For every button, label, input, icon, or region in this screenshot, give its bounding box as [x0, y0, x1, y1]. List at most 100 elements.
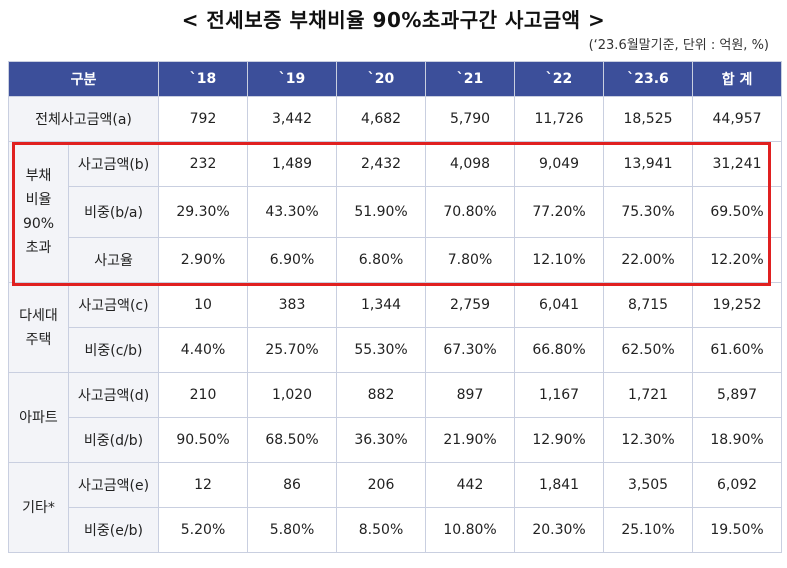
row-label: 사고금액(e) — [67, 462, 160, 508]
table-cell: 11,726 — [514, 96, 605, 142]
table-cell: 4,098 — [425, 141, 516, 187]
row-label: 사고금액(d) — [67, 372, 160, 418]
page-title: < 전세보증 부채비율 90%초과구간 사고금액 > — [181, 8, 606, 32]
row-label: 사고금액(c) — [67, 282, 160, 328]
table-cell: 19,252 — [692, 282, 783, 328]
table-cell: 5,897 — [692, 372, 783, 418]
table-cell: 66.80% — [514, 327, 605, 373]
table-cell: 13,941 — [603, 141, 694, 187]
table-cell: 86 — [247, 462, 338, 508]
row-label: 비중(b/a) — [67, 186, 160, 238]
table-cell: 882 — [336, 372, 427, 418]
table-row: 전체사고금액(a) 792 3,442 4,682 5,790 11,726 1… — [7, 96, 783, 142]
table-row: 비중(e/b) 5.20% 5.80% 8.50% 10.80% 20.30% … — [9, 507, 783, 553]
table-cell: 2.90% — [158, 237, 249, 283]
table-cell: 12.20% — [692, 237, 783, 283]
group-label: 부채 비율 90% 초과 — [8, 141, 69, 283]
table-cell: 1,020 — [247, 372, 338, 418]
table-cell: 12.90% — [514, 417, 605, 463]
table-cell: 1,344 — [336, 282, 427, 328]
table-cell: 29.30% — [158, 186, 249, 238]
table-cell: 21.90% — [425, 417, 516, 463]
header-category: 구분 — [7, 61, 160, 97]
row-label: 사고금액(b) — [67, 141, 160, 187]
table-cell: 62.50% — [603, 327, 694, 373]
table-cell: 897 — [425, 372, 516, 418]
table-cell: 12 — [158, 462, 249, 508]
table-cell: 442 — [425, 462, 516, 508]
header-year: `23.6 — [603, 61, 694, 97]
table-cell: 6,092 — [692, 462, 783, 508]
table-cell: 31,241 — [692, 141, 783, 187]
table-cell: 210 — [158, 372, 249, 418]
table-cell: 12.30% — [603, 417, 694, 463]
header-year: `20 — [336, 61, 427, 97]
table-cell: 67.30% — [425, 327, 516, 373]
table-cell: 69.50% — [692, 186, 783, 238]
table-cell: 8,715 — [603, 282, 694, 328]
table-row: 비중(c/b) 4.40% 25.70% 55.30% 67.30% 66.80… — [9, 327, 783, 373]
table-row: 비중(d/b) 90.50% 68.50% 36.30% 21.90% 12.9… — [9, 417, 783, 463]
table-cell: 3,505 — [603, 462, 694, 508]
table-cell: 5.20% — [158, 507, 249, 553]
row-label: 비중(e/b) — [67, 507, 160, 553]
table-cell: 90.50% — [158, 417, 249, 463]
table-cell: 25.70% — [247, 327, 338, 373]
table-cell: 12.10% — [514, 237, 605, 283]
table-cell: 25.10% — [603, 507, 694, 553]
table-cell: 18.90% — [692, 417, 783, 463]
table-row: 사고율 2.90% 6.90% 6.80% 7.80% 12.10% 22.00… — [9, 237, 783, 283]
table-cell: 6.80% — [336, 237, 427, 283]
table-cell: 44,957 — [692, 96, 783, 142]
data-table: 구분 `18 `19 `20 `21 `22 `23.6 합 계 전체사고금액(… — [7, 61, 783, 553]
table-cell: 70.80% — [425, 186, 516, 238]
table-row: 기타* 사고금액(e) 12 86 206 442 1,841 3,505 6,… — [8, 462, 783, 553]
table-row: 비중(b/a) 29.30% 43.30% 51.90% 70.80% 77.2… — [9, 186, 783, 238]
table-cell: 51.90% — [336, 186, 427, 238]
table-cell: 75.30% — [603, 186, 694, 238]
table-cell: 5,790 — [425, 96, 516, 142]
table-cell: 2,759 — [425, 282, 516, 328]
table-cell: 8.50% — [336, 507, 427, 553]
table-cell: 9,049 — [514, 141, 605, 187]
table-cell: 206 — [336, 462, 427, 508]
header-year: `18 — [158, 61, 249, 97]
table-cell: 4,682 — [336, 96, 427, 142]
header-year: `21 — [425, 61, 516, 97]
row-label: 전체사고금액(a) — [7, 96, 160, 142]
table-cell: 18,525 — [603, 96, 694, 142]
header-total: 합 계 — [692, 61, 783, 97]
table-cell: 77.20% — [514, 186, 605, 238]
table-cell: 1,841 — [514, 462, 605, 508]
group-label: 다세대 주택 — [8, 282, 69, 373]
table-cell: 10 — [158, 282, 249, 328]
table-cell: 68.50% — [247, 417, 338, 463]
row-label: 비중(c/b) — [67, 327, 160, 373]
table-cell: 4.40% — [158, 327, 249, 373]
table-cell: 19.50% — [692, 507, 783, 553]
table-cell: 10.80% — [425, 507, 516, 553]
row-label: 사고율 — [67, 237, 160, 283]
table-cell: 5.80% — [247, 507, 338, 553]
table-cell: 1,167 — [514, 372, 605, 418]
table-cell: 792 — [158, 96, 249, 142]
table-cell: 6,041 — [514, 282, 605, 328]
header-year: `19 — [247, 61, 338, 97]
table-cell: 2,432 — [336, 141, 427, 187]
group-label: 아파트 — [8, 372, 69, 463]
group-label: 기타* — [8, 462, 69, 553]
table-cell: 1,489 — [247, 141, 338, 187]
unit-note: (‘23.6월말기준, 단위 : 억원, %) — [588, 38, 769, 53]
table-cell: 61.60% — [692, 327, 783, 373]
data-table-wrapper: 구분 `18 `19 `20 `21 `22 `23.6 합 계 전체사고금액(… — [7, 61, 783, 553]
row-label: 비중(d/b) — [67, 417, 160, 463]
table-cell: 36.30% — [336, 417, 427, 463]
table-cell: 22.00% — [603, 237, 694, 283]
table-cell: 232 — [158, 141, 249, 187]
table-cell: 55.30% — [336, 327, 427, 373]
table-row: 아파트 사고금액(d) 210 1,020 882 897 1,167 1,72… — [8, 372, 783, 463]
header-row: 구분 `18 `19 `20 `21 `22 `23.6 합 계 — [7, 61, 783, 97]
table-row: 다세대 주택 사고금액(c) 10 383 1,344 2,759 6,041 … — [8, 282, 783, 373]
table-cell: 20.30% — [514, 507, 605, 553]
table-cell: 1,721 — [603, 372, 694, 418]
